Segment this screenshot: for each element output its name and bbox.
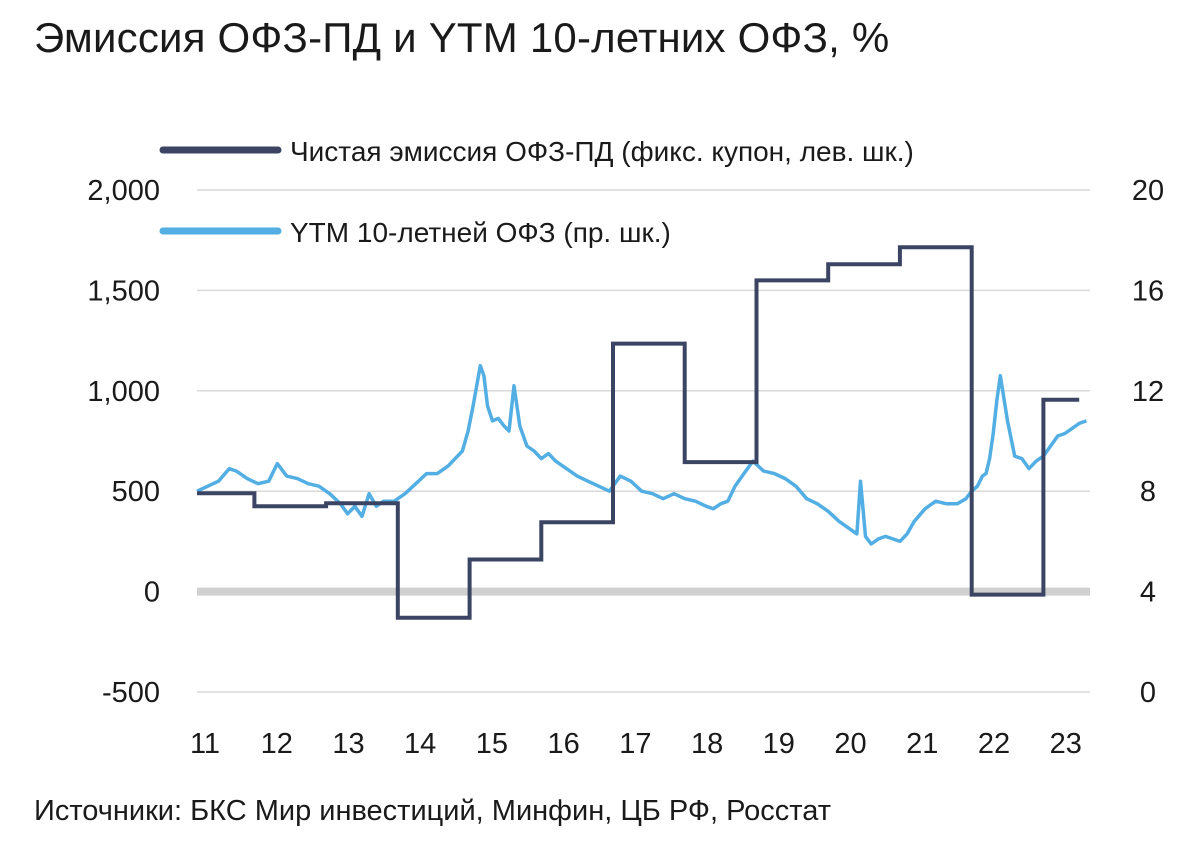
x-tick-label: 22 (978, 728, 1010, 760)
left-tick-label: 2,000 (87, 175, 160, 207)
series-layer (196, 245, 1087, 620)
x-tick-label: 15 (476, 728, 508, 760)
left-tick-label: 500 (112, 476, 160, 508)
series-emission-line (197, 245, 1080, 620)
left-tick-label: 1,500 (87, 275, 160, 307)
right-tick-label: 16 (1132, 275, 1164, 307)
right-tick-label: 20 (1132, 175, 1164, 207)
x-tick-label: 16 (548, 728, 580, 760)
x-tick-label: 20 (834, 728, 866, 760)
right-tick-label: 4 (1140, 577, 1156, 609)
right-axis-ticks: 0 4 8 12 16 20 (1132, 175, 1164, 709)
x-tick-label: 21 (906, 728, 938, 760)
x-tick-label: 23 (1050, 728, 1082, 760)
left-tick-label: 0 (144, 577, 160, 609)
right-tick-label: 0 (1140, 677, 1156, 709)
source-note: Источники: БКС Мир инвестиций, Минфин, Ц… (34, 795, 831, 827)
x-tick-label: 11 (190, 728, 220, 760)
left-axis-ticks: -500 0 500 1,000 1,500 2,000 (87, 175, 160, 709)
left-tick-label: -500 (102, 677, 160, 709)
left-tick-label: 1,000 (87, 376, 160, 408)
right-tick-label: 8 (1140, 476, 1156, 508)
x-tick-label: 12 (261, 728, 293, 760)
legend-emission-label: Чистая эмиссия ОФЗ-ПД (фикс. купон, лев.… (290, 136, 914, 167)
x-tick-label: 13 (332, 728, 364, 760)
x-axis-ticks: 11 12 13 14 15 16 17 18 19 20 21 22 23 (190, 728, 1082, 760)
x-tick-label: 18 (691, 728, 723, 760)
right-tick-label: 12 (1132, 376, 1164, 408)
x-tick-label: 19 (763, 728, 795, 760)
series-ytm-line (196, 363, 1087, 546)
x-tick-label: 17 (619, 728, 651, 760)
grid-lines (197, 189, 1090, 693)
chart-title: Эмиссия ОФЗ-ПД и YTM 10-летних ОФЗ, % (34, 14, 890, 61)
legend-ytm-label: YTM 10-летней ОФЗ (пр. шк.) (290, 217, 671, 248)
x-tick-label: 14 (404, 728, 436, 760)
legend: Чистая эмиссия ОФЗ-ПД (фикс. купон, лев.… (159, 136, 914, 248)
